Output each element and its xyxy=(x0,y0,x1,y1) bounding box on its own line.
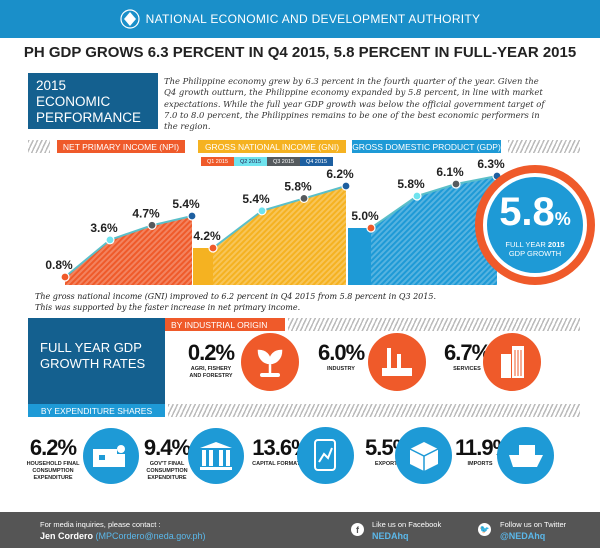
expenditure-item-household: 6.2% HOUSEHOLD FINAL CONSUMPTION EXPENDI… xyxy=(22,435,84,482)
chart-data-label: 0.8% xyxy=(45,258,73,272)
exports-label: EXPORTS xyxy=(374,461,402,467)
services-label: SERVICES xyxy=(453,366,481,372)
full-year-value: 5.8 xyxy=(499,190,555,234)
heading-line: ECONOMIC xyxy=(36,94,111,109)
chart-point xyxy=(257,206,267,216)
chart-data-label: 5.4% xyxy=(242,192,270,206)
gni-caption: The gross national income (GNI) improved… xyxy=(35,292,436,312)
chart-line xyxy=(64,215,193,278)
legend-q1: Q1 2015 xyxy=(201,157,234,166)
inquiries-text: For media inquiries, please contact : xyxy=(40,520,161,529)
quarterly-growth-charts: 0.8% 3.6% 4.7% 5.4% 4.2% 5.4% 5.8% 6.2% 5.0% 5.8%… xyxy=(45,157,505,285)
expenditure-shares-label: BY EXPENDITURE SHARES xyxy=(28,404,165,417)
chart-data-label: 3.6% xyxy=(90,221,118,235)
facebook-link[interactable]: NEDAhq xyxy=(372,531,409,541)
chart-area-hatch xyxy=(371,176,497,285)
chart-line xyxy=(212,185,347,249)
agri-value: 0.2% xyxy=(187,340,235,365)
chart-point xyxy=(299,193,309,203)
legend-q2: Q2 2015 xyxy=(234,157,267,166)
factory-icon xyxy=(368,333,426,391)
industry-item-industry: 6.0% INDUSTRY xyxy=(318,340,365,373)
performance-text: The Philippine economy grew by 6.3 perce… xyxy=(164,76,545,132)
chart-point xyxy=(105,235,115,245)
full-year-gdp-badge: 5.8% FULL YEAR 2015 GDP GROWTH xyxy=(475,165,595,285)
chart-legend: Q1 2015 Q2 2015 Q3 2015 Q4 2015 xyxy=(201,157,333,166)
expenditure-item-government: 9.4% GOV'T FINAL CONSUMPTION EXPENDITURE xyxy=(140,435,194,482)
header-bar: NATIONAL ECONOMIC AND DEVELOPMENT AUTHOR… xyxy=(0,0,600,38)
industry-value: 6.0% xyxy=(318,340,365,365)
chart-data-label: 4.2% xyxy=(193,229,221,243)
twitter-label: Follow us on Twitter xyxy=(500,520,567,529)
chart-data-label: 4.7% xyxy=(132,206,160,220)
chart-point xyxy=(60,272,70,282)
household-value: 6.2% xyxy=(29,435,77,460)
industry-label: INDUSTRY xyxy=(327,366,355,372)
stripes-divider xyxy=(508,140,580,153)
chart-point xyxy=(208,243,218,253)
plant-icon xyxy=(241,333,299,391)
box-icon xyxy=(395,427,452,484)
heading-line: PERFORMANCE xyxy=(36,110,142,125)
performance-heading: 2015 ECONOMIC PERFORMANCE xyxy=(28,73,158,129)
heading-line: FULL YEAR GDP xyxy=(40,340,142,355)
stripes-divider xyxy=(168,404,580,417)
chart-data-label: 5.8% xyxy=(284,179,312,193)
npi-label: NET PRIMARY INCOME (NPI) xyxy=(57,140,185,153)
legend-q3: Q3 2015 xyxy=(267,157,300,166)
legend-q4: Q4 2015 xyxy=(300,157,333,166)
government-label: GOV'T FINAL CONSUMPTION EXPENDITURE xyxy=(146,461,188,481)
buildings-icon xyxy=(483,333,541,391)
contact-email-link[interactable]: (MPCordero@neda.gov.ph) xyxy=(95,531,206,541)
chart-point xyxy=(341,181,351,191)
neda-seal-icon xyxy=(120,9,140,29)
industrial-origin-label: BY INDUSTRIAL ORIGIN xyxy=(165,318,285,331)
page-title: PH GDP GROWS 6.3 PERCENT IN Q4 2015, 5.8… xyxy=(23,44,577,61)
stripes-divider xyxy=(288,318,580,331)
full-year-year: 2015 xyxy=(547,240,565,249)
facebook-icon[interactable]: f xyxy=(351,523,364,536)
government-building-icon xyxy=(188,428,244,484)
full-year-label: FULL YEAR xyxy=(505,240,548,249)
gni-label: GROSS NATIONAL INCOME (GNI) xyxy=(198,140,346,153)
chart-area-hatch xyxy=(65,216,192,285)
chart-data-label: 6.3% xyxy=(477,157,505,171)
full-year-label2: GDP GROWTH xyxy=(508,249,562,258)
household-label: HOUSEHOLD FINAL CONSUMPTION EXPENDITURE xyxy=(26,461,80,481)
chart-data-label: 6.1% xyxy=(436,165,464,179)
growth-rates-heading: FULL YEAR GDP GROWTH RATES xyxy=(28,318,165,412)
twitter-icon[interactable]: 🐦 xyxy=(478,523,491,536)
chart-data-label: 5.4% xyxy=(172,197,200,211)
chart-line xyxy=(370,175,498,229)
chart-data-label: 6.2% xyxy=(326,167,354,181)
chart-point xyxy=(187,211,197,221)
org-name: NATIONAL ECONOMIC AND DEVELOPMENT AUTHOR… xyxy=(145,12,481,26)
imports-label: IMPORTS xyxy=(467,461,493,467)
agri-label: AGRI, FISHERY AND FORESTRY xyxy=(189,366,233,379)
chart-point xyxy=(366,223,376,233)
chart-area-hatch xyxy=(213,186,346,285)
chart-step-block xyxy=(193,248,213,285)
chart-data-label: 5.8% xyxy=(397,177,425,191)
stripes-divider xyxy=(28,140,50,153)
gdp-label: GROSS DOMESTIC PRODUCT (GDP) xyxy=(352,140,501,153)
heading-line: 2015 xyxy=(36,78,67,93)
footer: For media inquiries, please contact : Je… xyxy=(0,512,600,548)
heading-line: GROWTH RATES xyxy=(40,356,146,371)
chart-point xyxy=(451,179,461,189)
cargo-ship-icon xyxy=(497,427,554,484)
full-year-unit: % xyxy=(554,209,571,229)
chart-point xyxy=(412,191,422,201)
family-house-icon xyxy=(83,428,139,484)
chart-data-label: 5.0% xyxy=(351,209,379,223)
contact-name: Jen Cordero xyxy=(40,531,94,541)
twitter-link[interactable]: @NEDAhq xyxy=(500,531,546,541)
chart-step-block xyxy=(348,228,371,285)
industry-item-agri: 0.2% AGRI, FISHERY AND FORESTRY xyxy=(185,340,237,380)
chart-point xyxy=(147,220,157,230)
government-value: 9.4% xyxy=(143,435,191,460)
capital-label: CAPITAL FORMATION xyxy=(252,461,310,467)
tablet-chart-icon xyxy=(297,427,354,484)
facebook-label: Like us on Facebook xyxy=(372,520,442,529)
